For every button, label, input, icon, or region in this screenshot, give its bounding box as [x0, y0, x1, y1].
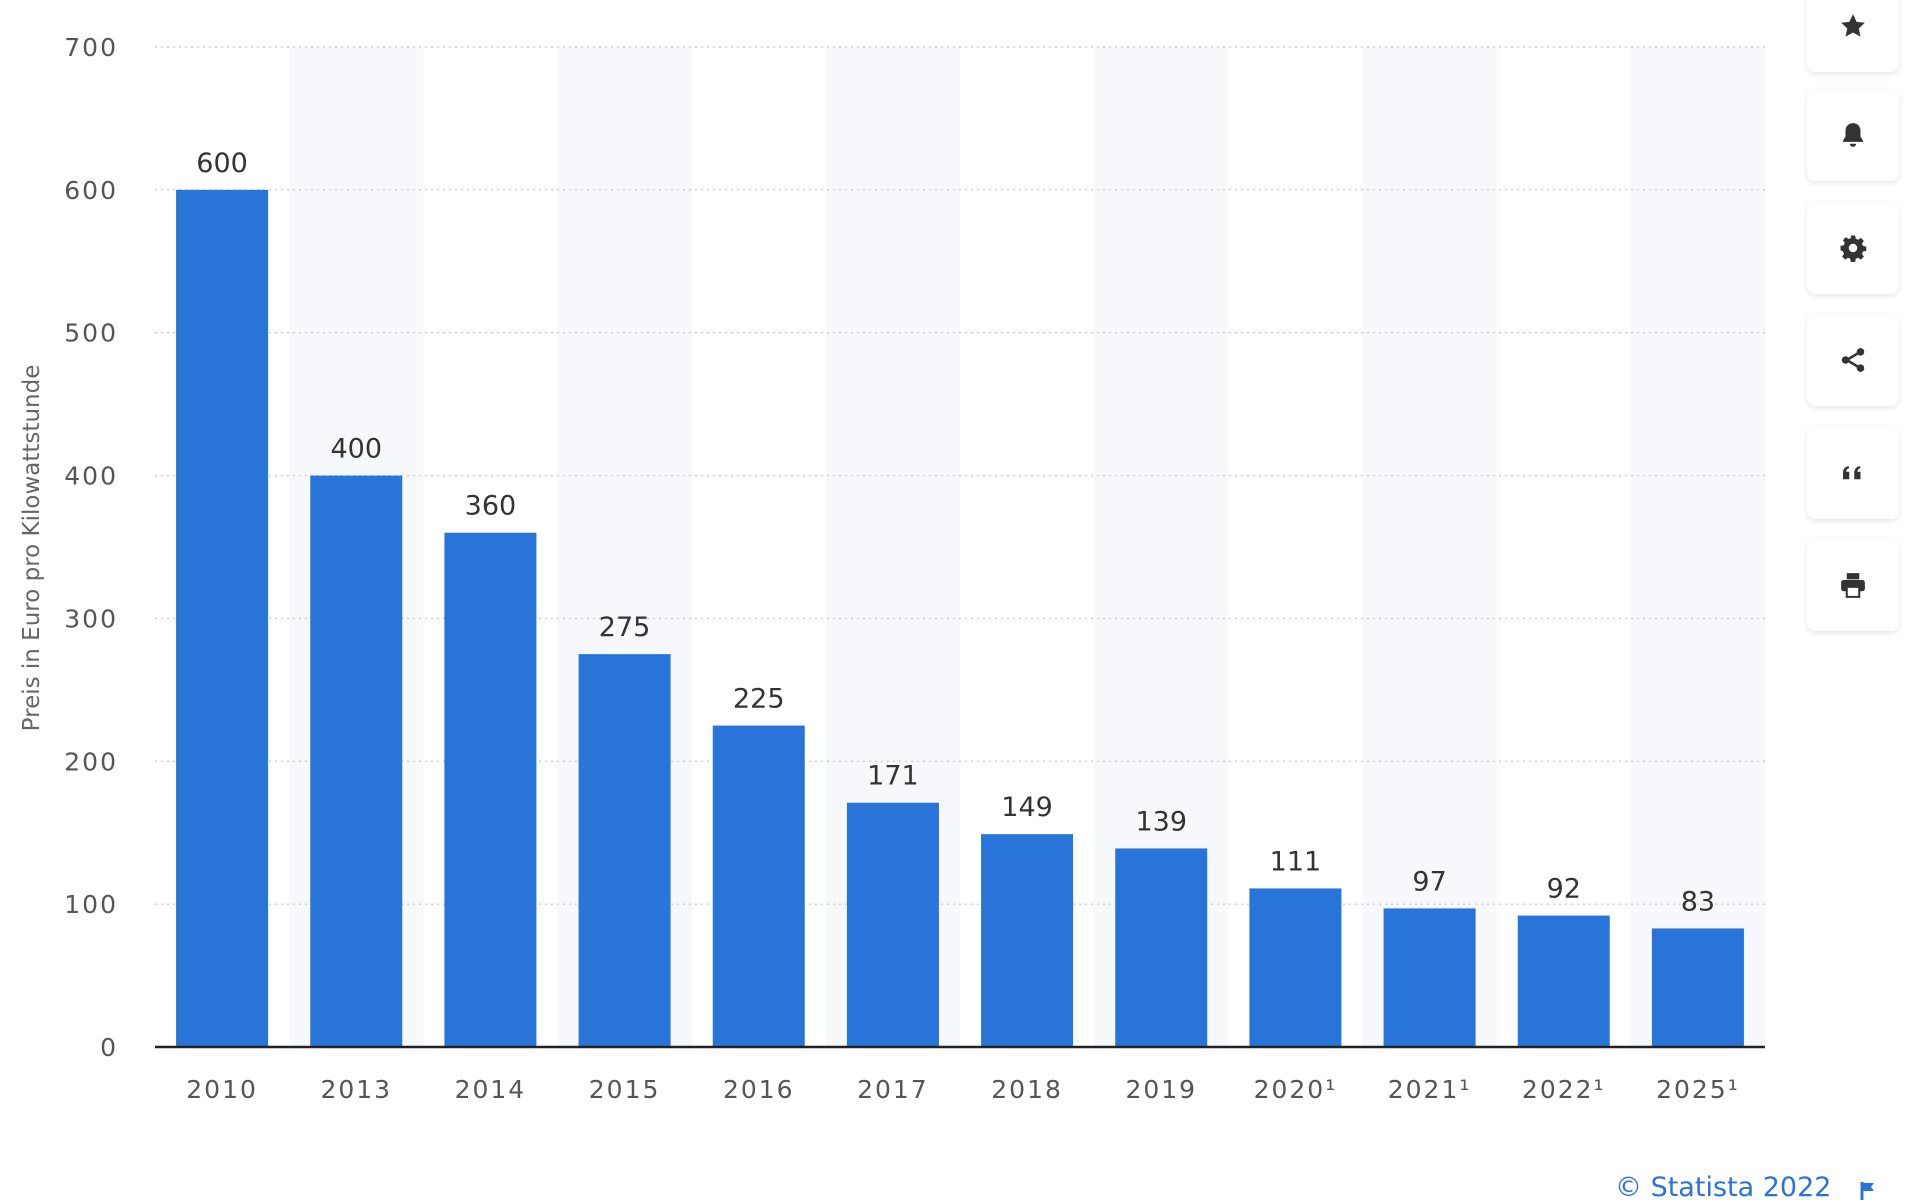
x-tick-label: 2018 [991, 1075, 1063, 1104]
star-icon [1841, 14, 1865, 37]
y-tick-label: 100 [64, 890, 118, 919]
bar[interactable] [712, 725, 805, 1047]
value-label: 92 [1547, 874, 1581, 905]
x-tick-label: 2019 [1125, 1075, 1197, 1104]
column-bands [289, 47, 1765, 1047]
value-label: 400 [330, 434, 382, 465]
value-label: 111 [1270, 846, 1322, 877]
flag-icon[interactable] [1858, 1180, 1878, 1200]
bars [176, 189, 1744, 1048]
x-tick-label: 2010 [186, 1075, 258, 1104]
share-icon [1841, 348, 1865, 372]
y-tick-label: 700 [64, 33, 118, 62]
print-icon [1841, 573, 1865, 598]
y-tick-label: 300 [64, 604, 118, 633]
x-tick-label: 2025¹ [1656, 1075, 1740, 1104]
print-button[interactable] [1807, 539, 1899, 631]
value-label: 97 [1412, 866, 1446, 897]
x-tick-label: 2016 [723, 1075, 795, 1104]
y-tick-label: 400 [64, 462, 118, 491]
value-label: 139 [1135, 806, 1187, 837]
value-label: 83 [1681, 886, 1715, 917]
y-axis-title: Preis in Euro pro Kilowattstunde [19, 365, 45, 732]
notification-button[interactable] [1807, 89, 1899, 181]
value-label: 360 [465, 491, 517, 522]
x-tick-label: 2013 [320, 1075, 392, 1104]
favorite-button[interactable] [1807, 0, 1899, 72]
value-labels: 600 400 360 275 225 171 149 139 111 97 92 83 [196, 148, 1715, 918]
bar[interactable] [578, 654, 671, 1047]
settings-button[interactable] [1807, 202, 1899, 294]
bar[interactable] [846, 802, 939, 1047]
y-tick-label: 0 [100, 1033, 118, 1062]
cite-button[interactable] [1807, 427, 1899, 519]
quote-icon [1843, 466, 1861, 480]
x-tick-label: 2022¹ [1522, 1075, 1606, 1104]
x-tick-label: 2015 [589, 1075, 661, 1104]
column-band [1630, 47, 1765, 1047]
value-label: 171 [867, 761, 919, 792]
value-label: 600 [196, 148, 248, 179]
value-label: 149 [1001, 792, 1053, 823]
y-tick-label: 600 [64, 176, 118, 205]
x-tick-labels: 2010 2013 2014 2015 2016 2017 2018 2019 2020¹ 202… [186, 1075, 1740, 1104]
bar[interactable] [1249, 888, 1342, 1047]
bar[interactable] [310, 475, 403, 1048]
bar[interactable] [1115, 848, 1208, 1047]
x-tick-label: 2014 [455, 1075, 527, 1104]
bar[interactable] [444, 532, 537, 1047]
bar[interactable] [981, 834, 1074, 1047]
y-tick-label: 200 [64, 747, 118, 776]
gear-icon [1840, 235, 1867, 262]
value-label: 275 [599, 612, 651, 643]
bell-icon [1843, 123, 1863, 147]
bar[interactable] [1517, 915, 1610, 1047]
statista-credit[interactable]: © Statista 2022 [1615, 1172, 1832, 1200]
bar[interactable] [1383, 908, 1476, 1047]
value-label: 225 [733, 684, 785, 715]
x-tick-label: 2021¹ [1388, 1075, 1472, 1104]
share-button[interactable] [1807, 314, 1899, 406]
y-tick-label: 500 [64, 319, 118, 348]
gridlines [155, 46, 1765, 905]
bar[interactable] [1651, 928, 1744, 1047]
bar[interactable] [176, 189, 269, 1047]
x-tick-label: 2020¹ [1254, 1075, 1338, 1104]
y-tick-labels: 0 100 200 300 400 500 600 700 [64, 33, 118, 1062]
column-band [1362, 47, 1497, 1047]
x-tick-label: 2017 [857, 1075, 929, 1104]
